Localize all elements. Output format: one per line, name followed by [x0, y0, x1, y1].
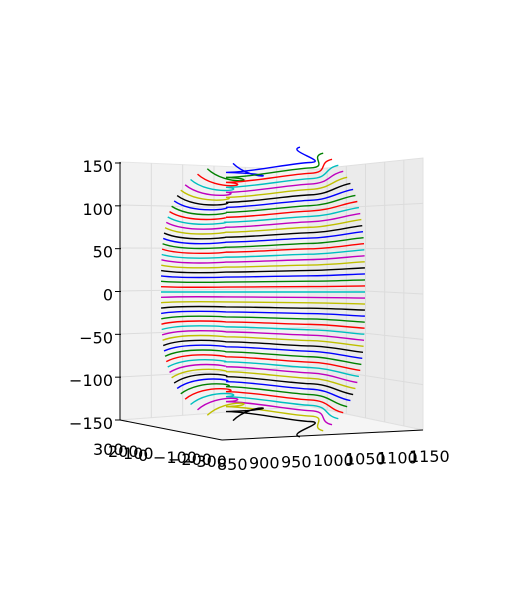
cross-section-curve: [173, 373, 354, 396]
cross-section-curve: [161, 261, 365, 269]
y-tick-label: −100: [153, 448, 197, 467]
y-tick-label: 0: [138, 446, 148, 465]
z-tick-label: 100: [82, 200, 113, 219]
y-tick-label: 200: [108, 442, 139, 461]
cross-section-curve: [167, 206, 360, 225]
x-tick-label: 1150: [409, 447, 450, 466]
x-tick-label: 1100: [377, 448, 418, 467]
z-tick-label: 0: [103, 286, 113, 305]
cross-section-curve: [163, 344, 363, 360]
cross-section-curve: [161, 243, 365, 255]
z-tick-label: −100: [69, 371, 113, 390]
cross-section-curve: [197, 158, 333, 187]
curve-stack: [160, 146, 366, 438]
cross-section-curve: [161, 329, 365, 341]
cross-section-curve: [162, 334, 364, 347]
y-tick-label: 300: [93, 440, 124, 459]
x-tick-label: 900: [249, 454, 280, 473]
z-tick-label: 50: [93, 243, 113, 262]
y-tick-label: 100: [123, 444, 154, 463]
cross-section-curve: [165, 212, 361, 230]
y-tick-label: −300: [183, 452, 227, 471]
cross-section-curve: [160, 296, 366, 299]
cross-section-curve: [169, 200, 358, 221]
cross-section-curve: [161, 255, 365, 264]
cross-section-curve: [160, 285, 366, 288]
cross-section-curve: [160, 305, 365, 311]
cross-section-curve: [165, 354, 361, 372]
cross-section-curve: [197, 397, 333, 426]
y-axis-line: [119, 419, 223, 441]
cross-section-curve: [225, 407, 316, 438]
cross-section-curve: [161, 310, 365, 317]
z-axis-ticks: 150 100 50 0 −50 −100 −150: [69, 157, 121, 433]
cross-section-curve: [169, 363, 358, 384]
z-tick-label: 150: [82, 157, 113, 176]
cross-section-curve: [180, 383, 348, 408]
cross-section-curve: [160, 300, 366, 305]
cross-section-curve: [206, 152, 324, 182]
y-tick-label: −200: [168, 450, 212, 469]
cross-section-curve: [184, 387, 344, 414]
z-tick-label: −50: [79, 328, 113, 347]
cross-section-curve: [161, 267, 365, 274]
cross-section-curve: [176, 378, 351, 402]
cross-section-curve: [180, 176, 348, 201]
cross-section-curve: [162, 237, 364, 250]
cross-section-curve: [161, 325, 365, 335]
cross-section-curve: [171, 368, 356, 390]
cross-section-curve: [164, 349, 362, 366]
cross-section-curve: [160, 279, 366, 284]
x-tick-label: 1000: [313, 451, 354, 470]
x-tick-label: 850: [217, 455, 248, 474]
cross-section-curve: [163, 224, 363, 240]
cross-section-curve: [184, 170, 344, 197]
cross-section-curve: [162, 230, 364, 245]
cross-section-curve: [161, 249, 365, 259]
cross-section-curve: [160, 273, 365, 279]
cross-section-curve: [162, 339, 364, 354]
cross-section-curve: [167, 359, 360, 378]
cross-section-curve: [190, 392, 339, 420]
cross-section-curve: [161, 315, 365, 323]
cross-section-curve: [164, 218, 362, 235]
x-tick-label: 950: [281, 452, 312, 471]
cross-section-curve: [161, 320, 365, 329]
x-tick-label: 1050: [345, 450, 386, 469]
cross-section-curve: [173, 188, 354, 211]
x-axis-line: [221, 429, 424, 441]
cross-section-curve: [225, 146, 316, 177]
cross-section-curve: [190, 164, 339, 192]
cross-section-curve: [171, 194, 356, 216]
z-tick-label: −150: [69, 414, 113, 433]
cross-section-curve: [176, 182, 351, 206]
